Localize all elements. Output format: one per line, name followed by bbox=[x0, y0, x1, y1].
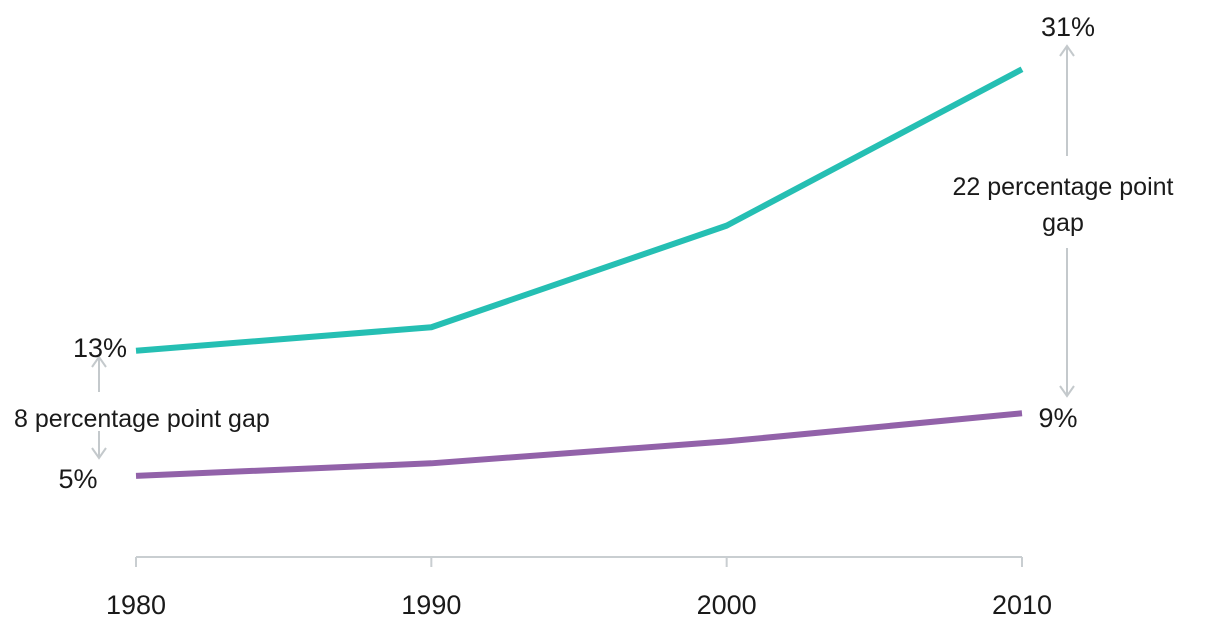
end-gap-arrowhead-down bbox=[1059, 385, 1075, 398]
value-label-top-end: 31% bbox=[1041, 12, 1095, 42]
value-label-bottom-end: 9% bbox=[1038, 403, 1077, 433]
annotation-end-gap-line1: 22 percentage point bbox=[952, 173, 1173, 201]
value-label-bottom-start: 5% bbox=[58, 464, 97, 494]
series-line-top bbox=[135, 66, 1024, 354]
series-line-bottom bbox=[135, 410, 1023, 479]
annotation-start-gap: 8 percentage point gap bbox=[14, 405, 270, 433]
annotation-end-gap-line2: gap bbox=[1042, 209, 1084, 237]
start-gap-arrows bbox=[91, 355, 107, 460]
end-gap-arrows bbox=[1059, 44, 1075, 398]
x-tick-label: 2000 bbox=[697, 590, 757, 619]
start-gap-arrowhead-down bbox=[91, 447, 107, 460]
x-tick-label: 1980 bbox=[106, 590, 166, 619]
x-tick-label: 2010 bbox=[992, 590, 1052, 619]
value-label-top-start: 13% bbox=[73, 333, 127, 363]
start-gap-arrowhead-up bbox=[91, 355, 107, 368]
x-tick-label: 1990 bbox=[401, 590, 461, 619]
x-axis-ticks: 1980 1990 2000 2010 bbox=[106, 557, 1052, 619]
end-gap-arrowhead-up bbox=[1059, 44, 1075, 57]
